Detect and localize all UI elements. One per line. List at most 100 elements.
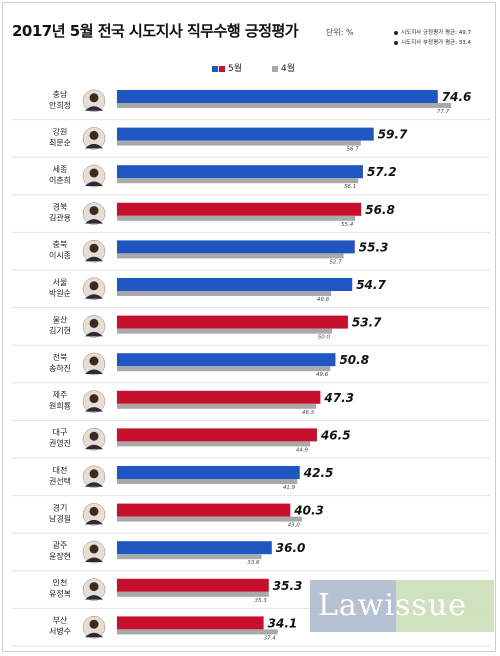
bar-may — [117, 353, 336, 367]
data-label-may: 50.8 — [339, 353, 369, 367]
data-label-april: 56.1 — [344, 184, 356, 190]
photo-body — [85, 256, 103, 262]
data-label-april: 52.7 — [329, 259, 342, 265]
region-label: 광주 — [53, 540, 68, 550]
bar-may — [117, 127, 374, 141]
data-label-may: 57.2 — [367, 165, 397, 179]
photo-head — [89, 206, 99, 216]
legend-swatch-gray — [272, 65, 278, 72]
data-label-may: 34.1 — [268, 616, 298, 630]
bar-may — [117, 90, 438, 103]
chart-title: 2017년 5월 전국 시도지사 직무수행 긍정평가 — [12, 22, 299, 40]
data-label-may: 53.7 — [352, 316, 382, 330]
bar-may — [117, 541, 272, 555]
governor-name: 남경필 — [49, 513, 71, 523]
data-label-may: 46.5 — [320, 428, 351, 442]
photo-head — [89, 619, 99, 629]
region-label: 충북 — [53, 240, 68, 249]
governor-name: 송하진 — [49, 363, 71, 373]
photo-body — [85, 557, 103, 562]
positive-average-text: 시도지사 긍정평가 평균: 49.7 — [401, 30, 471, 36]
photo-body — [85, 106, 103, 111]
bar-april — [117, 215, 356, 221]
unit-label: 단위: % — [326, 28, 354, 37]
governor-name: 윤장현 — [49, 551, 71, 561]
bar-april — [117, 328, 332, 334]
bar-may — [117, 202, 362, 216]
bullet-icon — [394, 30, 398, 35]
data-label-may: 35.3 — [273, 579, 303, 593]
photo-head — [89, 281, 99, 291]
negative-average-text: 시도지사 부정평가 평균: 33.4 — [401, 40, 471, 46]
bullet-icon — [394, 40, 398, 45]
governor-name: 김관용 — [49, 213, 71, 223]
governor-name: 안희정 — [49, 100, 71, 110]
data-label-may: 54.7 — [356, 278, 386, 292]
legend-item-april: 4월 — [272, 61, 295, 74]
governor-name: 이시종 — [49, 250, 71, 260]
governor-name: 서병수 — [49, 627, 71, 636]
data-label-april: 35.3 — [255, 598, 268, 604]
bar-may — [117, 240, 355, 254]
bar-may — [117, 165, 363, 179]
data-label-april: 43.0 — [288, 523, 301, 529]
data-label-may: 74.6 — [442, 90, 472, 104]
data-label-april: 55.4 — [341, 222, 354, 228]
negative-average-note: 시도지사 부정평가 평균: 33.4 — [394, 38, 471, 46]
bar-april — [117, 554, 262, 560]
photo-body — [85, 294, 103, 299]
photo-head — [89, 318, 99, 328]
governor-name: 최문순 — [49, 137, 71, 147]
bar-april — [117, 253, 344, 259]
bar-april — [117, 366, 331, 372]
region-label: 인천 — [53, 578, 68, 588]
bar-april — [117, 103, 452, 108]
photo-body — [85, 632, 103, 638]
photo-head — [89, 93, 99, 103]
region-label: 대구 — [53, 428, 68, 437]
data-label-april: 49.8 — [317, 297, 330, 303]
governor-name: 원희룡 — [49, 401, 71, 411]
bar-april — [117, 591, 269, 597]
bar-april — [117, 516, 302, 522]
governor-name: 박원순 — [49, 288, 71, 298]
bar-april — [117, 441, 311, 447]
photo-body — [85, 482, 103, 487]
photo-head — [89, 394, 99, 404]
data-label-may: 47.3 — [323, 391, 354, 405]
region-label: 강원 — [53, 126, 68, 136]
watermark-text: Lawissue — [318, 588, 467, 623]
bar-april — [117, 140, 361, 146]
region-label: 서울 — [53, 278, 68, 287]
governor-name: 권선택 — [49, 476, 71, 486]
bar-april — [117, 178, 359, 184]
region-label: 전북 — [53, 352, 68, 362]
photo-body — [85, 331, 103, 337]
data-label-may: 55.3 — [359, 240, 389, 254]
data-label-may: 40.3 — [293, 504, 324, 518]
chart-frame — [2, 2, 496, 652]
legend-swatch-red — [219, 65, 225, 72]
bar-may — [117, 466, 300, 479]
bar-may — [117, 390, 321, 404]
bar-april — [117, 479, 298, 484]
photo-head — [89, 582, 99, 592]
governor-name: 이춘희 — [49, 175, 71, 185]
data-label-april: 50.0 — [318, 335, 331, 341]
data-label-may: 36.0 — [276, 541, 306, 555]
bar-may — [117, 578, 269, 592]
legend-label-april: 4월 — [281, 64, 296, 74]
legend-swatch-blue — [212, 65, 218, 72]
photo-body — [85, 369, 103, 374]
region-label: 세종 — [53, 165, 68, 174]
data-label-april: 77.7 — [437, 109, 450, 115]
photo-body — [85, 407, 103, 412]
data-label-may: 42.5 — [303, 466, 334, 480]
data-label-april: 56.7 — [347, 147, 360, 153]
bar-april — [117, 403, 317, 409]
bar-may — [117, 616, 264, 630]
data-label-april: 41.9 — [283, 485, 296, 491]
bar-may — [117, 315, 348, 329]
data-label-april: 33.6 — [247, 560, 260, 566]
